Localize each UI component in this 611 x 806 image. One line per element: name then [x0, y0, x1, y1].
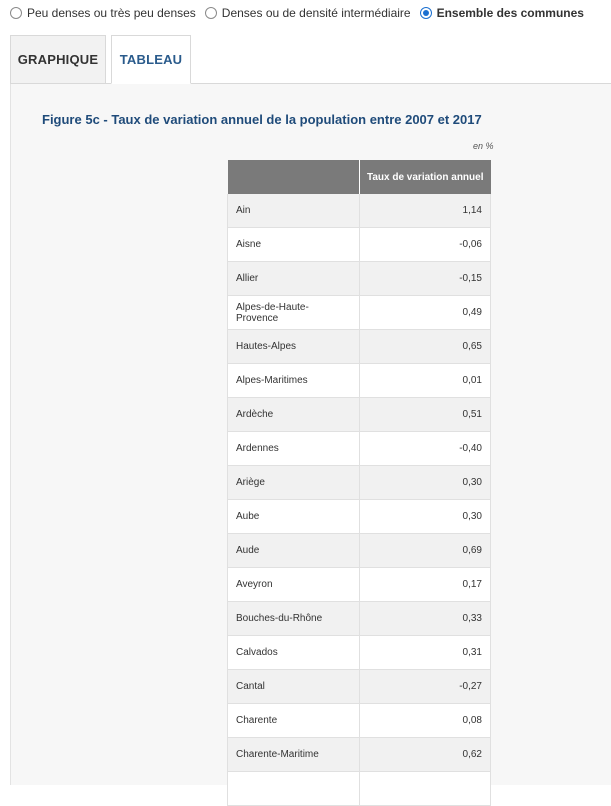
- rate-value: 0,30: [359, 465, 491, 500]
- radio-label: Peu denses ou très peu denses: [27, 6, 196, 20]
- radio-button-icon[interactable]: [204, 7, 217, 19]
- rate-value: 0,62: [359, 737, 491, 772]
- department-name: Bouches-du-Rhône: [227, 601, 360, 636]
- rate-value: 0,51: [359, 397, 491, 432]
- radio-ensemble[interactable]: Ensemble des communes: [419, 6, 584, 20]
- department-name: [227, 771, 360, 806]
- column-header-name: [227, 160, 360, 194]
- department-name: Aisne: [227, 227, 360, 262]
- rate-value: 0,69: [359, 533, 491, 568]
- table-row: Allier -0,15: [227, 261, 491, 296]
- department-name: Calvados: [227, 635, 360, 670]
- rate-value: [359, 771, 491, 806]
- table-row: Alpes-Maritimes 0,01: [227, 363, 491, 398]
- density-filter: Peu denses ou très peu denses Denses ou …: [10, 6, 593, 20]
- rate-value: -0,15: [359, 261, 491, 296]
- table-row: Ain 1,14: [227, 194, 491, 228]
- department-name: Cantal: [227, 669, 360, 704]
- tab-tableau[interactable]: TABLEAU: [111, 35, 191, 84]
- rate-value: -0,06: [359, 227, 491, 262]
- table-row: Bouches-du-Rhône 0,33: [227, 601, 491, 636]
- tab-panel: Figure 5c - Taux de variation annuel de …: [10, 84, 611, 806]
- table-row: [227, 771, 491, 806]
- table-row: Charente 0,08: [227, 703, 491, 738]
- table-row: Aude 0,69: [227, 533, 491, 568]
- unit-label: en %: [473, 141, 494, 151]
- radio-label: Denses ou de densité intermédiaire: [221, 6, 411, 20]
- department-name: Alpes-de-Haute-Provence: [227, 295, 360, 330]
- table-row: Ardèche 0,51: [227, 397, 491, 432]
- department-name: Aube: [227, 499, 360, 534]
- rate-value: 0,01: [359, 363, 491, 398]
- radio-peu-denses[interactable]: Peu denses ou très peu denses: [10, 6, 196, 20]
- table-row: Calvados 0,31: [227, 635, 491, 670]
- table-row: Aveyron 0,17: [227, 567, 491, 602]
- rate-value: 0,49: [359, 295, 491, 330]
- department-name: Aveyron: [227, 567, 360, 602]
- table-row: Ardennes -0,40: [227, 431, 491, 466]
- rate-value: -0,27: [359, 669, 491, 704]
- department-name: Hautes-Alpes: [227, 329, 360, 364]
- rate-value: 0,08: [359, 703, 491, 738]
- table-row: Aisne -0,06: [227, 227, 491, 262]
- rate-value: 0,33: [359, 601, 491, 636]
- column-header-rate: Taux de variation annuel: [359, 160, 491, 194]
- rate-value: 1,14: [359, 194, 491, 228]
- data-table: Taux de variation annuel Ain 1,14 Aisne -0,…: [227, 160, 491, 806]
- department-name: Ain: [227, 194, 360, 228]
- rate-value: 0,31: [359, 635, 491, 670]
- table-row: Ariège 0,30: [227, 465, 491, 500]
- department-name: Charente-Maritime: [227, 737, 360, 772]
- department-name: Alpes-Maritimes: [227, 363, 360, 398]
- radio-label: Ensemble des communes: [436, 6, 584, 20]
- table-header-row: Taux de variation annuel: [227, 160, 491, 194]
- department-name: Ariège: [227, 465, 360, 500]
- rate-value: 0,30: [359, 499, 491, 534]
- department-name: Charente: [227, 703, 360, 738]
- rate-value: 0,65: [359, 329, 491, 364]
- figure-title: Figure 5c - Taux de variation annuel de …: [42, 112, 482, 127]
- rate-value: -0,40: [359, 431, 491, 466]
- table-row: Cantal -0,27: [227, 669, 491, 704]
- table-row: Aube 0,30: [227, 499, 491, 534]
- view-tabs: GRAPHIQUE TABLEAU: [10, 35, 611, 84]
- department-name: Ardèche: [227, 397, 360, 432]
- table-row: Hautes-Alpes 0,65: [227, 329, 491, 364]
- department-name: Allier: [227, 261, 360, 296]
- tab-graphique[interactable]: GRAPHIQUE: [10, 35, 106, 83]
- radio-button-checked-icon[interactable]: [419, 7, 432, 19]
- department-name: Aude: [227, 533, 360, 568]
- table-row: Charente-Maritime 0,62: [227, 737, 491, 772]
- radio-button-icon[interactable]: [10, 7, 22, 19]
- rate-value: 0,17: [359, 567, 491, 602]
- table-row: Alpes-de-Haute-Provence 0,49: [227, 295, 491, 330]
- department-name: Ardennes: [227, 431, 360, 466]
- radio-denses[interactable]: Denses ou de densité intermédiaire: [204, 6, 411, 20]
- table-body: Ain 1,14 Aisne -0,06 Allier -0,15 Alpes-de-Hau…: [227, 194, 491, 806]
